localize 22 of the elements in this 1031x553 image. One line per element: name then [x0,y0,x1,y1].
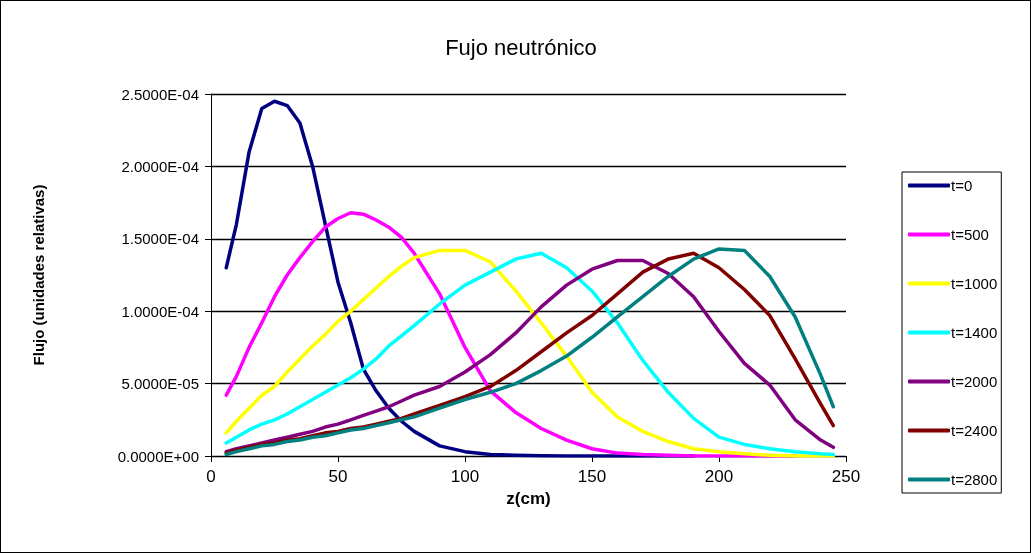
chart-title: Fujo neutrónico [445,34,597,60]
x-tick-label: 200 [704,467,734,486]
y-tick-label: 2.5000E-04 [121,85,199,103]
legend-label: t=0 [951,177,973,194]
x-axis-title: z(cm) [506,489,551,508]
y-tick-label: 5.0000E-05 [121,375,199,393]
legend-label: t=500 [951,226,989,243]
legend-label: t=2800 [951,471,998,488]
x-tick-label: 150 [577,467,607,486]
y-tick-label: 1.0000E-04 [121,302,199,320]
x-tick-label: 250 [831,467,861,486]
y-tick-label: 0.0000E+00 [117,447,199,465]
legend-label: t=1000 [951,275,998,292]
y-tick-label: 1.5000E-04 [121,230,199,248]
legend-label: t=2400 [951,422,998,439]
legend-label: t=2000 [951,373,998,390]
y-tick-label: 2.0000E-04 [121,157,199,175]
x-tick-label: 0 [206,467,216,486]
x-tick-label: 100 [450,467,480,486]
legend-label: t=1400 [951,324,998,341]
x-tick-label: 50 [328,467,348,486]
y-axis-title: Flujo (unidades relativas) [30,184,47,366]
